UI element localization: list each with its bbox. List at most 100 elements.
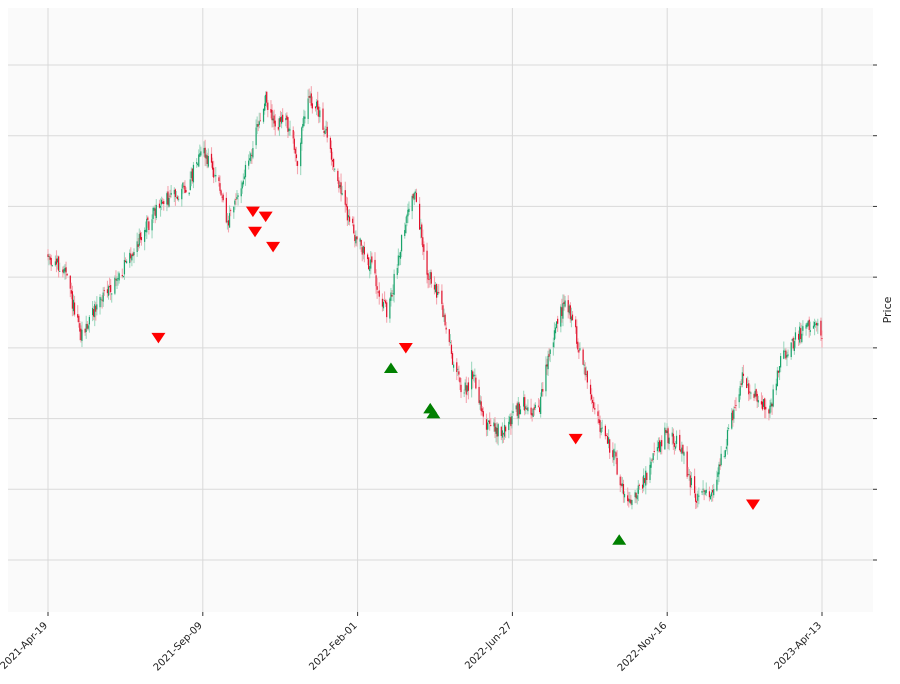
candle-body [333,158,335,168]
candle-body [615,452,617,457]
candle-body [49,256,51,260]
candle-body [378,290,380,297]
candle-body [338,180,340,189]
candle-body [593,402,595,409]
candle-body [577,341,579,350]
candle-body [375,275,377,287]
candle-body [735,404,737,406]
candle-body [278,118,281,128]
candle-body [592,399,594,403]
candle-body [490,425,492,427]
candle-body [324,130,326,135]
sell-signal-marker [151,332,166,344]
candle-body [786,355,788,358]
candle-body [747,384,749,386]
candle-body [474,374,476,376]
candle-body [183,185,185,187]
candle-body [200,151,202,156]
candle-body [820,320,822,336]
candle-body [210,153,213,163]
candle-body [719,464,721,467]
candle-body [586,371,588,383]
candle-body [292,130,294,139]
candle-body [756,393,758,402]
x-tick-label: 2022-Jun-27 [463,620,514,671]
candle-body [175,197,178,199]
candle-body [99,296,101,308]
candle-body [243,176,246,179]
candle-body [274,120,276,127]
candle-body [62,269,64,273]
candle-body [170,192,172,195]
candle-body [794,332,797,340]
candle-body [527,407,529,412]
candle-body [687,474,689,475]
sell-signal-marker [266,241,281,253]
candle-body [607,437,610,444]
candle-body [495,426,497,434]
candle-body [445,327,447,330]
candle-body [106,289,109,294]
candle-body [123,259,126,275]
candle-body [500,426,502,436]
candle-body [496,427,498,437]
candle-body [234,200,236,205]
candle-body [78,315,80,323]
candle-body [168,197,170,207]
candle-body [660,441,662,453]
candle-body [441,290,443,304]
candle-body [452,364,455,368]
buy-signal-marker [383,362,398,373]
candle-body [307,98,309,119]
candle-body [77,314,79,318]
candle-body [748,383,750,395]
candle-body [666,430,668,434]
candle-body [763,399,765,407]
candle-body [199,153,201,157]
candle-body [571,314,574,321]
candle-body [144,230,146,242]
candle-body [438,292,440,294]
candle-body [262,108,265,122]
candle-body [161,199,163,205]
candle-body [184,185,186,193]
candle-body [525,406,527,410]
candle-body [813,321,816,327]
candle-body [130,253,132,259]
candle-body [396,267,398,275]
candle-body [340,182,342,194]
candle-body [359,238,361,242]
candle-body [132,253,134,256]
candle-body [725,446,728,449]
candle-body [426,250,428,275]
candle-body [609,439,611,453]
candle-body [623,493,626,498]
candle-body [562,303,564,319]
candle-body [764,398,766,410]
candle-body [152,207,154,219]
candle-body [435,283,438,298]
candle-body [664,427,666,450]
candle-body [411,196,413,212]
candle-body [430,272,432,284]
candle-body [560,306,562,327]
candle-body [148,221,150,230]
candle-body [772,389,774,407]
candle-body [205,154,207,159]
candle-body [121,274,123,277]
candle-body [282,114,284,122]
candle-body [509,416,511,425]
candle-body [422,237,424,248]
candle-body [163,201,165,205]
candle-body [690,477,693,486]
candle-body [129,252,131,264]
candle-body [341,193,343,195]
candle-body [218,177,220,182]
candle-body [689,475,691,488]
candle-body [145,229,147,233]
candle-body [456,362,458,373]
candle-body [71,291,74,309]
candle-body [371,256,373,263]
candle-body [47,254,49,257]
